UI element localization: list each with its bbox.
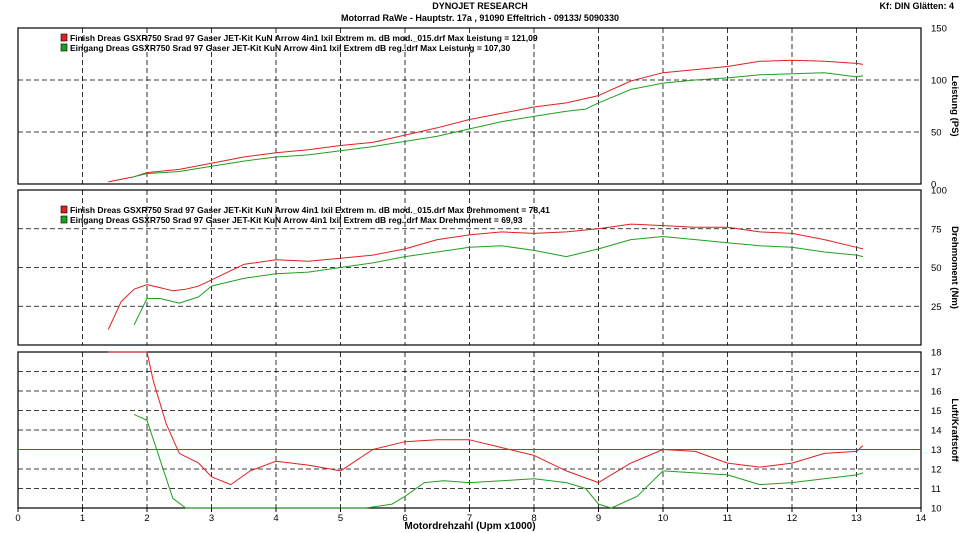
- afr-panel: 10 11 12 13 14 15 16 17 18 Luft/Kraftstoff: [17, 348, 960, 515]
- x-tick-label: 14: [916, 513, 927, 524]
- series-line-1: [108, 59, 864, 183]
- power-panel: 0 50 100 150 Finish Dreas GSXR750 Srad 97 Ga…: [17, 24, 960, 191]
- x-tick-label: 7: [467, 513, 472, 524]
- header-settings: Kf: DIN Glätten: 4: [879, 1, 954, 11]
- series-line-2: [133, 413, 864, 509]
- x-axis: 0 1 2 3 4 5 6 7 8 9 10 11 12 13 14: [15, 508, 926, 524]
- y-tick-label: 16: [931, 387, 942, 398]
- y-axis-label: Leistung (PS): [949, 75, 960, 136]
- y-tick-label: 10: [931, 504, 942, 515]
- legend-entry: Finish Dreas GSXR750 Srad 97 Gaser JET-K…: [70, 205, 550, 215]
- legend-swatch: [60, 33, 68, 42]
- x-tick-label: 1: [80, 513, 85, 524]
- x-tick-label: 3: [209, 513, 214, 524]
- torque-panel: 25 50 75 100 Finish Dreas GSXR750 Srad 97 Ga…: [17, 186, 960, 346]
- y-tick-label: 75: [931, 224, 942, 235]
- y-tick-label: 25: [931, 302, 942, 313]
- series-line-1: [107, 223, 864, 330]
- y-tick-label: 50: [931, 128, 942, 139]
- series-line-2: [133, 236, 864, 326]
- y-tick-label: 100: [931, 186, 947, 197]
- x-tick-label: 6: [402, 513, 407, 524]
- legend-swatch: [60, 43, 68, 52]
- x-tick-label: 10: [658, 513, 669, 524]
- y-tick-label: 150: [931, 24, 947, 35]
- x-tick-label: 5: [338, 513, 343, 524]
- y-tick-label: 17: [931, 367, 942, 378]
- series-line-1: [108, 351, 864, 486]
- x-tick-label: 4: [273, 513, 278, 524]
- x-axis-label: Motordrehzahl (Upm x1000): [404, 521, 535, 532]
- y-tick-label: 18: [931, 348, 942, 359]
- x-tick-label: 12: [787, 513, 798, 524]
- legend-entry: Eingang Dreas GSXR750 Srad 97 Gaser JET-…: [70, 43, 510, 53]
- y-tick-label: 50: [931, 263, 942, 274]
- legend-swatch: [60, 205, 68, 214]
- y-tick-label: 11: [931, 484, 941, 495]
- legend-entry: Eingang Dreas GSXR750 Srad 97 Gaser JET-…: [70, 215, 523, 225]
- legend-swatch: [60, 215, 68, 224]
- x-tick-label: 11: [723, 513, 733, 524]
- y-tick-label: 13: [931, 445, 942, 456]
- y-tick-label: 100: [931, 76, 947, 87]
- y-axis-label: Drehmoment (Nm): [949, 226, 960, 309]
- x-tick-label: 9: [596, 513, 601, 524]
- y-tick-label: 0: [931, 180, 936, 191]
- x-tick-label: 2: [144, 513, 149, 524]
- y-tick-label: 15: [931, 406, 942, 417]
- y-tick-label: 12: [931, 465, 942, 476]
- legend-entry: Finish Dreas GSXR750 Srad 97 Gaser JET-K…: [70, 33, 538, 43]
- header-title: DYNOJET RESEARCH: [432, 1, 528, 11]
- y-tick-label: 14: [931, 426, 942, 437]
- x-tick-label: 0: [15, 513, 20, 524]
- y-axis-label: Luft/Kraftstoff: [949, 398, 960, 462]
- header-subtitle: Motorrad RaWe - Hauptstr. 17a , 91090 Ef…: [341, 13, 619, 23]
- series-line-2: [133, 72, 864, 178]
- x-tick-label: 13: [851, 513, 862, 524]
- x-tick-label: 8: [531, 513, 536, 524]
